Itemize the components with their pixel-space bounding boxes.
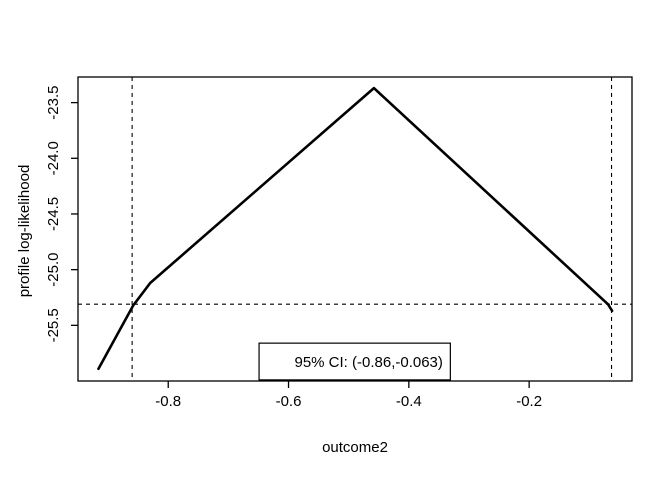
- y-tick-label: -23.5: [45, 86, 62, 120]
- x-tick-label: -0.6: [276, 393, 302, 410]
- x-tick-label: -0.4: [396, 393, 422, 410]
- plot-border: [77, 76, 633, 382]
- x-tick-label: -0.8: [155, 393, 181, 410]
- y-tick-label: -25.5: [45, 308, 62, 342]
- ci-annotation-label: 95% CI: (-0.86,-0.063): [294, 354, 442, 371]
- plot-layer: -0.8 -0.6 -0.4 -0.2 -23.5 -24.0 -24.5 -25.0 -25.…: [45, 76, 633, 410]
- y-tick-label: -25.0: [45, 253, 62, 287]
- y-axis-title: profile log-likelihood: [16, 165, 33, 298]
- profile-curve: [97, 86, 614, 371]
- x-tick-label: -0.2: [516, 393, 542, 410]
- y-tick-label: -24.5: [45, 197, 62, 231]
- x-axis-title: outcome2: [322, 439, 388, 456]
- y-tick-label: -24.0: [45, 141, 62, 175]
- ci-box: [258, 342, 451, 381]
